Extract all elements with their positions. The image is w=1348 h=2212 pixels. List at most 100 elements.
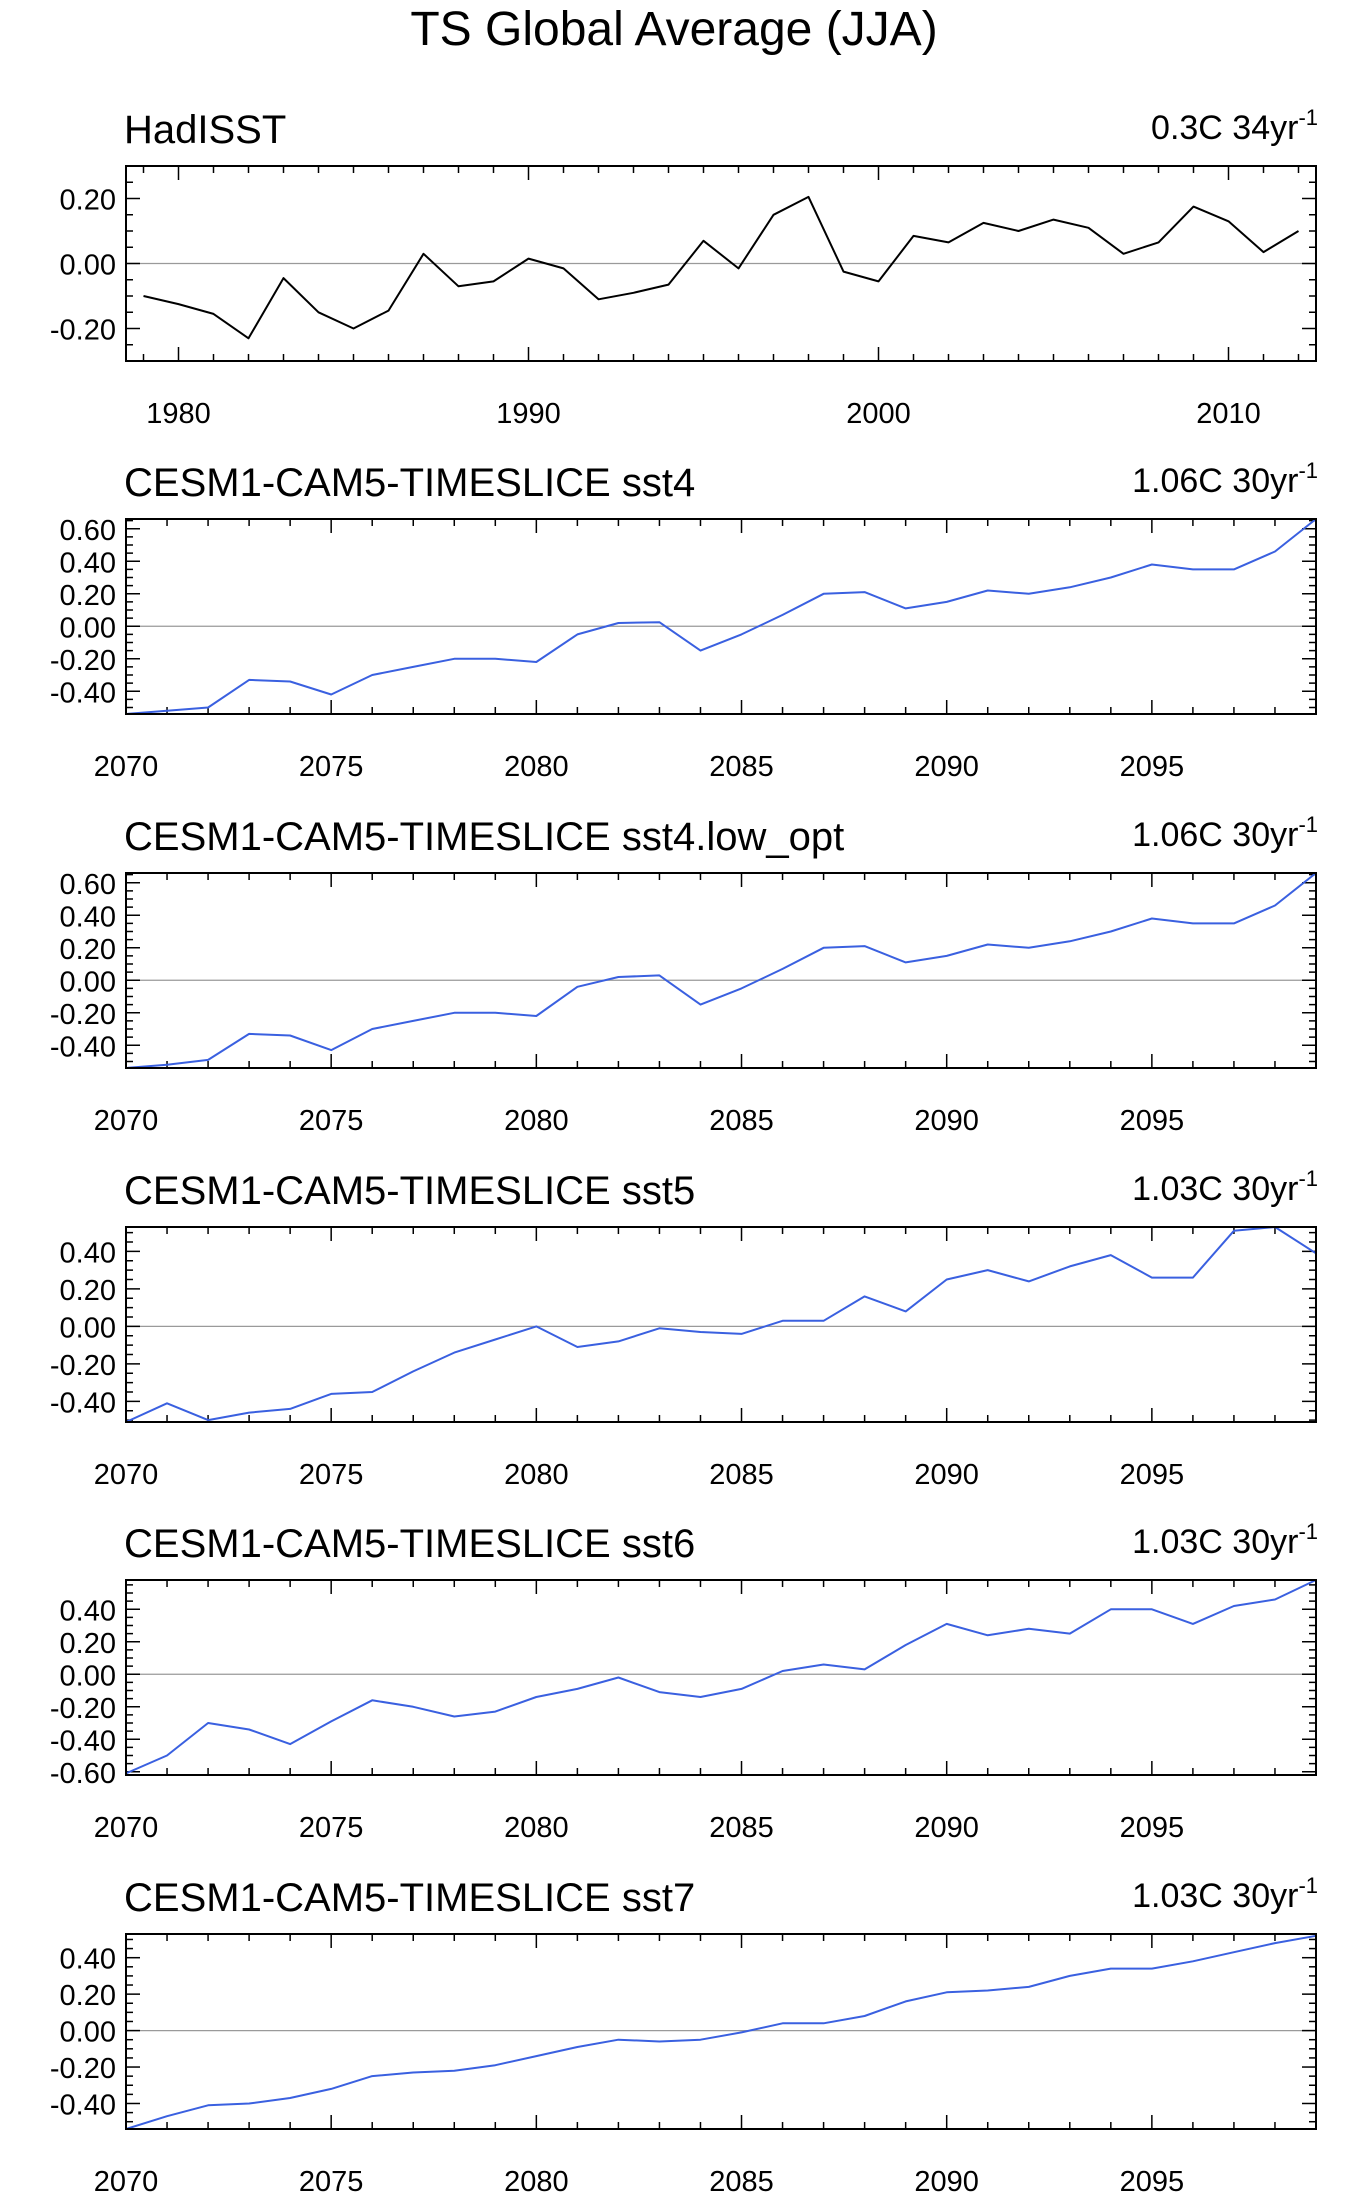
trend-value: 1.03C 30yr bbox=[1132, 1170, 1298, 1208]
x-tick-label: 2075 bbox=[299, 2166, 364, 2198]
x-tick-label: 2080 bbox=[504, 2166, 569, 2198]
y-tick-label: -0.20 bbox=[50, 999, 116, 1031]
x-tick-label: 2070 bbox=[94, 1812, 159, 1844]
x-tick-label: 2000 bbox=[846, 398, 911, 430]
series-line bbox=[143, 195, 1300, 340]
trend-exponent: -1 bbox=[1298, 458, 1318, 483]
x-tick-label: 2085 bbox=[709, 1105, 774, 1137]
x-tick-label: 2070 bbox=[94, 1459, 159, 1491]
trend-label: 0.3C 34yr-1 bbox=[1151, 105, 1318, 147]
y-tick-label: -0.20 bbox=[50, 1350, 116, 1382]
trend-exponent: -1 bbox=[1298, 1166, 1318, 1191]
plot-frame bbox=[125, 872, 1317, 1069]
y-tick-label: 0.40 bbox=[60, 1237, 116, 1269]
x-tick-label: 1980 bbox=[146, 398, 211, 430]
x-tick-label: 2095 bbox=[1120, 1105, 1185, 1137]
x-tick-label: 2090 bbox=[914, 2166, 979, 2198]
y-tick-label: 0.00 bbox=[60, 1660, 116, 1692]
trend-label: 1.06C 30yr-1 bbox=[1132, 458, 1318, 500]
y-tick-label: 0.20 bbox=[60, 1275, 116, 1307]
x-tick-label: 1990 bbox=[496, 398, 561, 430]
trend-label: 1.03C 30yr-1 bbox=[1132, 1166, 1318, 1208]
trend-value: 1.03C 30yr bbox=[1132, 1877, 1298, 1915]
plot-frame bbox=[125, 1579, 1317, 1776]
series-line bbox=[125, 872, 1317, 1069]
y-tick-label: 0.40 bbox=[60, 901, 116, 933]
y-tick-label: 0.00 bbox=[60, 250, 116, 282]
series-line bbox=[125, 1226, 1317, 1423]
series-line bbox=[125, 1934, 1317, 2130]
y-tick-label: 0.00 bbox=[60, 966, 116, 998]
trend-label: 1.03C 30yr-1 bbox=[1132, 1519, 1318, 1561]
y-tick-label: 0.60 bbox=[60, 869, 116, 901]
trend-label: 1.06C 30yr-1 bbox=[1132, 812, 1318, 854]
y-tick-label: 0.40 bbox=[60, 1944, 116, 1976]
panel-2: CESM1-CAM5-TIMESLICE sst4 1.06C 30yr-1 0.6… bbox=[50, 458, 1318, 783]
trend-value: 1.06C 30yr bbox=[1132, 462, 1298, 500]
y-tick-label: 0.60 bbox=[60, 515, 116, 547]
y-tick-label: 0.00 bbox=[60, 2017, 116, 2049]
plot-frame bbox=[125, 165, 1317, 362]
x-tick-label: 2090 bbox=[914, 1459, 979, 1491]
plot-frame bbox=[125, 1933, 1317, 2130]
trend-value: 0.3C 34yr bbox=[1151, 109, 1298, 147]
y-tick-label: -0.40 bbox=[50, 1725, 116, 1757]
y-tick-label: -0.20 bbox=[50, 1693, 116, 1725]
trend-label: 1.03C 30yr-1 bbox=[1132, 1873, 1318, 1915]
x-tick-label: 2070 bbox=[94, 1105, 159, 1137]
y-tick-label: 0.20 bbox=[60, 934, 116, 966]
x-tick-label: 2090 bbox=[914, 751, 979, 783]
trend-value: 1.06C 30yr bbox=[1132, 816, 1298, 854]
y-tick-label: -0.60 bbox=[50, 1758, 116, 1790]
y-tick-label: -0.20 bbox=[50, 645, 116, 677]
panel-4: CESM1-CAM5-TIMESLICE sst5 1.03C 30yr-1 0.4… bbox=[50, 1166, 1318, 1491]
panel-3: CESM1-CAM5-TIMESLICE sst4.low_opt 1.06C 3… bbox=[50, 812, 1318, 1137]
x-tick-label: 2080 bbox=[504, 1105, 569, 1137]
series-line bbox=[125, 1579, 1317, 1775]
x-tick-label: 2010 bbox=[1196, 398, 1261, 430]
y-tick-label: 0.40 bbox=[60, 547, 116, 579]
y-tick-label: -0.40 bbox=[50, 2089, 116, 2121]
trend-exponent: -1 bbox=[1298, 1519, 1318, 1544]
x-tick-label: 2075 bbox=[299, 1459, 364, 1491]
trend-value: 1.03C 30yr bbox=[1132, 1523, 1298, 1561]
x-tick-label: 2085 bbox=[709, 2166, 774, 2198]
y-tick-label: 0.20 bbox=[60, 580, 116, 612]
y-tick-label: -0.40 bbox=[50, 677, 116, 709]
panel-5: CESM1-CAM5-TIMESLICE sst6 1.03C 30yr-1 0.4… bbox=[50, 1519, 1318, 1844]
x-tick-label: 2075 bbox=[299, 1812, 364, 1844]
y-tick-label: -0.40 bbox=[50, 1387, 116, 1419]
x-tick-label: 2095 bbox=[1120, 1459, 1185, 1491]
y-tick-label: 0.20 bbox=[60, 1628, 116, 1660]
x-tick-label: 2075 bbox=[299, 1105, 364, 1137]
series-line bbox=[125, 518, 1317, 715]
x-tick-label: 2095 bbox=[1120, 1812, 1185, 1844]
panel-title: CESM1-CAM5-TIMESLICE sst5 bbox=[124, 1169, 695, 1213]
y-tick-label: 0.00 bbox=[60, 1312, 116, 1344]
x-tick-label: 2090 bbox=[914, 1105, 979, 1137]
trend-exponent: -1 bbox=[1298, 1873, 1318, 1898]
trend-exponent: -1 bbox=[1298, 812, 1318, 837]
x-tick-label: 2070 bbox=[94, 2166, 159, 2198]
trend-exponent: -1 bbox=[1298, 105, 1318, 130]
x-tick-label: 2080 bbox=[504, 751, 569, 783]
x-tick-label: 2070 bbox=[94, 751, 159, 783]
y-tick-label: -0.40 bbox=[50, 1031, 116, 1063]
panel-6: CESM1-CAM5-TIMESLICE sst7 1.03C 30yr-1 0.4… bbox=[50, 1873, 1318, 2198]
panel-title: CESM1-CAM5-TIMESLICE sst4 bbox=[124, 461, 695, 505]
x-tick-label: 2080 bbox=[504, 1812, 569, 1844]
plot-frame bbox=[125, 1226, 1317, 1423]
y-tick-label: 0.00 bbox=[60, 612, 116, 644]
x-tick-label: 2080 bbox=[504, 1459, 569, 1491]
plot-frame bbox=[125, 518, 1317, 715]
panel-title: CESM1-CAM5-TIMESLICE sst4.low_opt bbox=[124, 815, 844, 859]
panel-title: CESM1-CAM5-TIMESLICE sst6 bbox=[124, 1522, 695, 1566]
y-tick-label: -0.20 bbox=[50, 315, 116, 347]
x-tick-label: 2095 bbox=[1120, 2166, 1185, 2198]
y-tick-label: 0.40 bbox=[60, 1595, 116, 1627]
x-tick-label: 2090 bbox=[914, 1812, 979, 1844]
y-tick-label: 0.20 bbox=[60, 1980, 116, 2012]
x-tick-label: 2085 bbox=[709, 1459, 774, 1491]
panel-1: HadISST 0.3C 34yr-1 0.20 0.00 -0.20 1980 1990 2… bbox=[50, 105, 1318, 430]
y-tick-label: -0.20 bbox=[50, 2053, 116, 2085]
